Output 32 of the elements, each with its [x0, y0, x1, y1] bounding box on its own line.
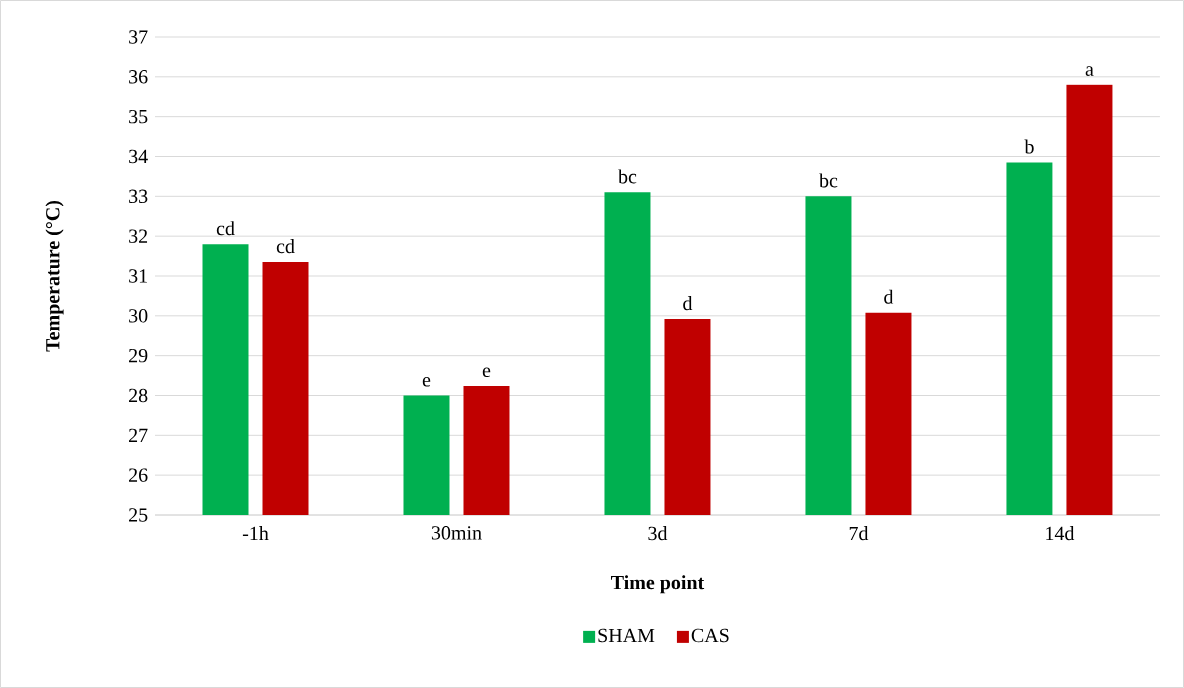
- y-tick-label: 28: [129, 388, 148, 403]
- data-label: d: [683, 296, 693, 311]
- y-tick-label: 35: [129, 109, 148, 124]
- data-label: a: [1085, 66, 1094, 76]
- x-tick-label: 14d: [1046, 526, 1075, 541]
- data-label: bc: [618, 169, 637, 184]
- y-tick-label: 26: [129, 468, 148, 482]
- y-tick-label: 30: [129, 309, 148, 323]
- y-tick-label: 29: [129, 348, 148, 363]
- data-label: b: [1024, 139, 1034, 154]
- y-tick-label: 36: [129, 70, 148, 84]
- legend-label: CAS: [691, 628, 729, 643]
- legend-label: SHAM: [598, 628, 655, 643]
- data-label: cd: [276, 239, 295, 254]
- x-tick-label: 3d: [648, 526, 668, 541]
- data-label: cd: [216, 221, 235, 236]
- x-tick-label: 30min: [431, 526, 482, 540]
- data-label: d: [884, 289, 894, 304]
- y-tick-label: 32: [129, 229, 148, 243]
- y-tick-label: 25: [129, 508, 148, 522]
- x-tick-label: -1h: [242, 526, 269, 540]
- data-label: bc: [819, 173, 838, 188]
- data-label: e: [482, 367, 491, 378]
- y-tick-label: 31: [129, 269, 147, 283]
- y-tick-label: 27: [129, 428, 148, 442]
- y-axis-title: Temperature (°C): [45, 200, 64, 352]
- x-tick-label: 7d: [849, 526, 869, 541]
- y-tick-label: 33: [129, 189, 148, 204]
- data-label: e: [422, 377, 431, 387]
- y-tick-label: 37: [129, 30, 148, 44]
- y-tick-label: 34: [129, 149, 148, 164]
- x-axis-title: Time point: [611, 575, 705, 594]
